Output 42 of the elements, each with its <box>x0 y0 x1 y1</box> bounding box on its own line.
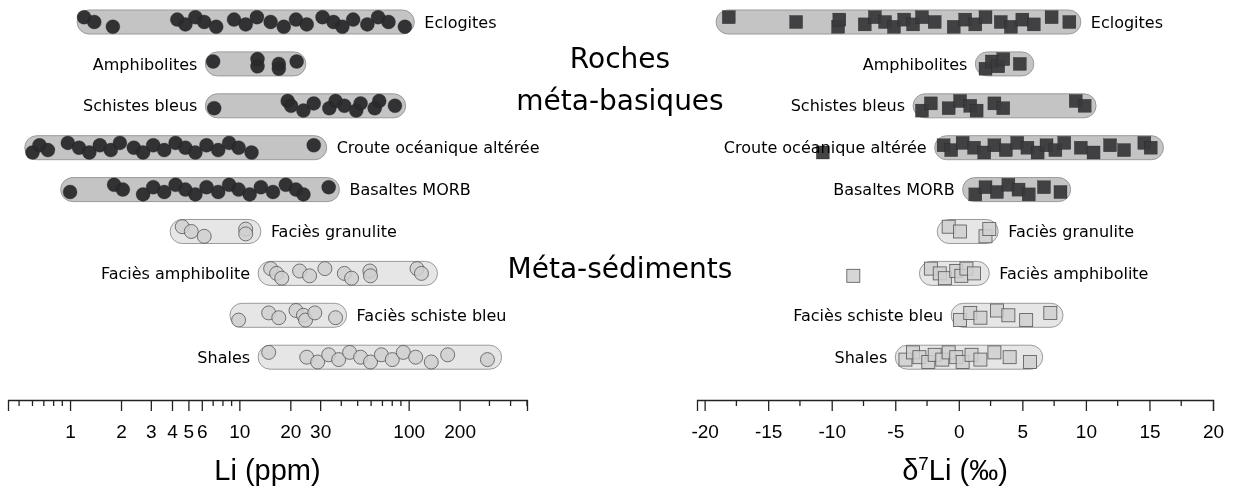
x-tick-label: 10 <box>229 421 251 443</box>
y-tick-label: Croute océanique altérée <box>336 138 540 158</box>
x-tick-label: 20 <box>280 421 302 443</box>
x-tick-label: 1 <box>65 421 76 443</box>
y-tick-label: Basaltes MORB <box>349 180 471 200</box>
y-tick-label: Amphibolites <box>862 54 968 74</box>
y-tick-label: Eclogites <box>424 12 497 32</box>
x-tick-label: -15 <box>754 421 783 443</box>
x-tick-label: 100 <box>393 421 426 443</box>
y-tick-label: Shales <box>834 347 888 367</box>
x-tick-label: 4 <box>167 421 179 443</box>
x-tick-label: 0 <box>954 421 965 443</box>
x-tick-label: 20 <box>1202 421 1225 443</box>
y-tick-label: Faciès amphibolite <box>100 264 251 283</box>
y-tick-label: Faciès schiste bleu <box>356 305 507 325</box>
y-tick-label: Basaltes MORB <box>833 180 955 200</box>
y-tick-label: Eclogites <box>1090 12 1164 32</box>
x-axis-title: δ$^{7}$Li (‰) <box>902 452 1008 486</box>
x-tick-label: 5 <box>1017 421 1029 443</box>
x-tick-label: 5 <box>183 421 195 443</box>
x-tick-label: 2 <box>116 421 127 443</box>
x-axis-title: Li (ppm) <box>214 454 321 486</box>
y-tick-label: Amphibolites <box>92 54 198 74</box>
y-tick-label: Shales <box>197 347 251 367</box>
y-tick-label: Faciès granulite <box>270 222 397 242</box>
y-tick-label: Faciès schiste bleu <box>793 305 944 325</box>
x-tick-label: 30 <box>310 421 332 443</box>
annotation: Roches méta-basiques <box>516 42 724 117</box>
y-tick-label: Schistes bleus <box>83 96 198 116</box>
x-tick-label: 10 <box>1075 421 1097 443</box>
x-tick-label: 200 <box>444 421 476 443</box>
y-tick-label: Faciès amphibolite <box>999 264 1149 283</box>
x-tick-label: 15 <box>1139 421 1161 443</box>
x-tick-label: -5 <box>887 421 905 443</box>
y-tick-label: Faciès granulite <box>1008 222 1135 242</box>
y-tick-label: Schistes bleus <box>790 96 906 116</box>
x-tick-label: 3 <box>146 421 157 443</box>
y-tick-label: Croute océanique altérée <box>723 138 927 158</box>
x-tick-label: 6 <box>197 421 208 443</box>
x-tick-label: -10 <box>818 421 846 443</box>
annotation: Méta-sédiments <box>507 252 733 285</box>
x-tick-label: -20 <box>691 421 719 443</box>
